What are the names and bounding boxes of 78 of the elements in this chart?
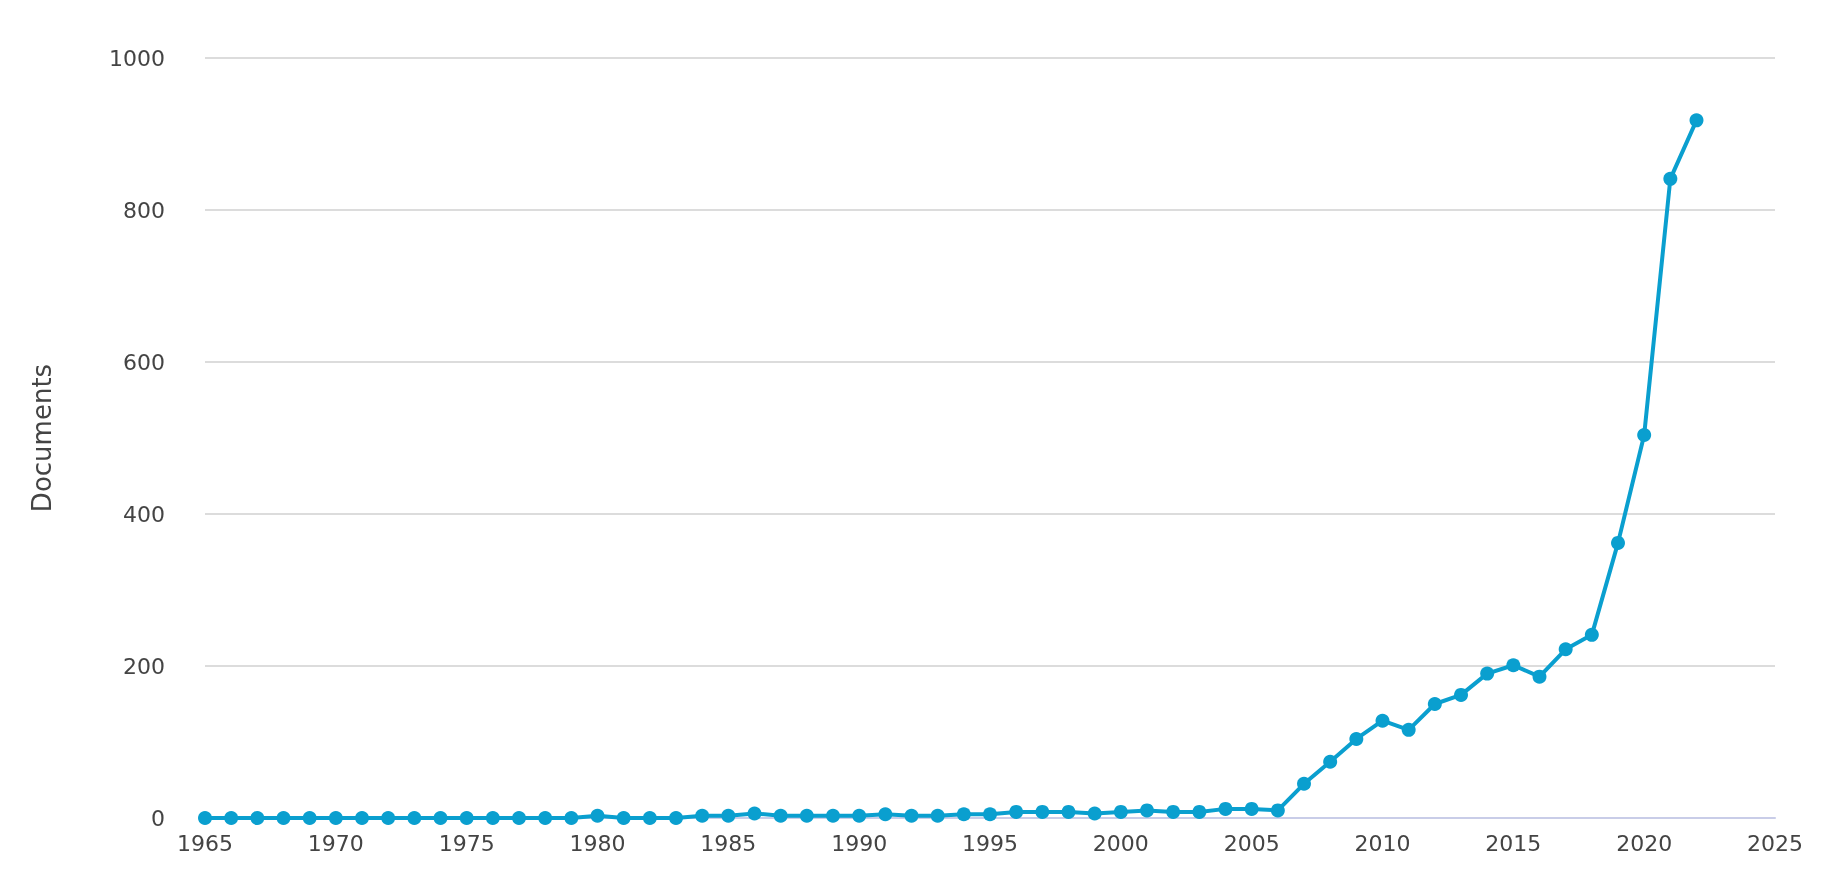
point — [1270, 803, 1285, 818]
x-tick-label: 2025 — [1747, 830, 1803, 856]
point — [1297, 776, 1311, 791]
y-tick-label: 600 — [123, 349, 165, 375]
x-tick-label: 1965 — [177, 830, 233, 856]
point — [1558, 642, 1573, 657]
point — [459, 811, 474, 825]
point — [381, 811, 396, 825]
point — [930, 808, 945, 823]
x-tick-label: 2010 — [1354, 830, 1411, 856]
point — [1427, 697, 1442, 711]
point — [276, 811, 291, 825]
point — [1323, 754, 1338, 769]
point — [1375, 713, 1390, 728]
point — [1061, 804, 1076, 819]
point — [1244, 801, 1259, 816]
point — [956, 807, 971, 822]
point — [773, 808, 788, 823]
point — [512, 811, 526, 825]
point — [564, 811, 579, 825]
x-tick-label: 2020 — [1616, 830, 1673, 856]
point — [642, 811, 657, 825]
y-tick-label: 0 — [151, 805, 165, 831]
point — [407, 811, 422, 825]
point — [852, 808, 867, 823]
point — [721, 808, 736, 823]
point — [1532, 669, 1547, 684]
x-tick-label: 2015 — [1485, 830, 1542, 856]
point — [616, 811, 631, 825]
point — [1218, 801, 1233, 816]
x-tick-label: 1995 — [962, 830, 1018, 856]
point — [1689, 113, 1704, 128]
point — [1140, 803, 1154, 818]
point — [695, 808, 710, 823]
x-tick-label: 1980 — [569, 830, 626, 856]
point — [1611, 535, 1625, 550]
point — [1454, 687, 1468, 702]
point — [1663, 171, 1678, 186]
x-tick-label: 1985 — [700, 830, 757, 856]
point — [1192, 804, 1207, 819]
point — [669, 811, 683, 825]
x-tick-label: 1990 — [831, 830, 888, 856]
point — [747, 806, 762, 821]
point — [1087, 806, 1102, 821]
point — [1506, 658, 1521, 673]
point — [1349, 731, 1364, 746]
y-axis-title: Documents — [27, 363, 57, 513]
point — [198, 811, 212, 825]
point — [1584, 627, 1599, 642]
point — [878, 807, 893, 822]
point — [904, 808, 919, 823]
y-tick-label: 800 — [123, 197, 165, 223]
point — [250, 811, 265, 825]
x-tick-label: 2000 — [1092, 830, 1149, 856]
point — [1035, 804, 1050, 819]
point — [983, 807, 997, 822]
x-tick-label: 1970 — [307, 830, 364, 856]
point — [590, 808, 605, 823]
point — [826, 808, 840, 823]
y-tick-label: 1000 — [109, 45, 165, 71]
point — [538, 811, 553, 825]
point — [1166, 804, 1181, 819]
point — [328, 811, 343, 825]
point — [1009, 804, 1024, 819]
point — [485, 811, 500, 825]
point — [302, 811, 317, 825]
x-tick-label: 2005 — [1223, 830, 1280, 856]
y-tick-label: 200 — [123, 653, 165, 679]
point — [799, 808, 814, 823]
point — [1637, 427, 1652, 442]
point — [433, 811, 448, 825]
point — [1401, 722, 1416, 737]
point — [1480, 666, 1495, 681]
point — [224, 811, 239, 825]
point — [355, 811, 369, 825]
x-tick-label: 1975 — [438, 830, 495, 856]
y-tick-label: 400 — [123, 501, 165, 527]
point — [1113, 804, 1128, 819]
